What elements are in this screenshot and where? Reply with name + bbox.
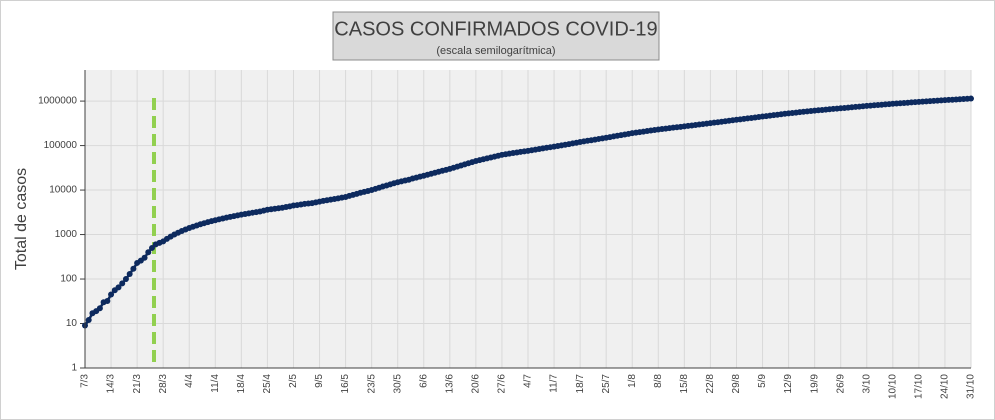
y-tick-label: 1000 [55, 229, 78, 240]
x-tick-label: 4/4 [184, 374, 195, 388]
x-tick-label: 10/10 [887, 374, 898, 399]
data-point [126, 270, 133, 277]
x-tick-label: 31/10 [966, 374, 977, 399]
x-tick-label: 24/10 [940, 374, 951, 399]
series [82, 95, 974, 329]
x-tick-label: 23/5 [366, 374, 377, 394]
y-tick-label: 10 [66, 318, 78, 329]
data-point [96, 305, 103, 312]
grid [80, 70, 972, 369]
x-tick-label: 25/4 [262, 374, 273, 394]
chart-title: CASOS CONFIRMADOS COVID-19 [334, 18, 657, 40]
x-tick-label: 2/5 [288, 374, 299, 388]
data-point [122, 276, 129, 283]
x-tick-label: 22/8 [705, 374, 716, 394]
x-tick-label: 26/9 [835, 374, 846, 394]
x-tick-label: 21/3 [132, 374, 143, 394]
x-tick-label: 27/6 [497, 374, 508, 394]
y-tick-label: 100000 [44, 140, 78, 151]
y-tick-label: 10000 [49, 185, 77, 196]
x-tick-label: 25/7 [601, 374, 612, 394]
x-tick-label: 29/8 [731, 374, 742, 394]
x-tick-label: 4/7 [523, 374, 534, 388]
x-tick-label: 1/8 [627, 374, 638, 388]
data-point [141, 254, 148, 261]
title-box [332, 11, 660, 61]
y-tick-label: 100 [60, 274, 77, 285]
data-point [108, 291, 115, 298]
x-tick-label: 19/9 [809, 374, 820, 394]
y-tick-label: 1000000 [38, 96, 77, 107]
y-axis-label: Total de casos [13, 168, 30, 270]
x-tick-label: 7/3 [80, 374, 91, 388]
x-tick-label: 15/8 [679, 374, 690, 394]
x-tick-label: 13/6 [444, 374, 455, 394]
x-tick-label: 20/6 [471, 374, 482, 394]
x-tick-label: 30/5 [392, 374, 403, 394]
x-tick-label: 28/3 [158, 374, 169, 394]
x-tick-label: 14/3 [106, 374, 117, 394]
y-tick-label: 1 [71, 363, 77, 374]
x-tick-label: 18/4 [236, 374, 247, 394]
data-point [104, 298, 111, 305]
data-point [85, 316, 92, 323]
x-tick-label: 17/10 [914, 374, 925, 399]
data-point [119, 280, 126, 287]
x-tick-label: 5/9 [757, 374, 768, 388]
data-point [130, 265, 137, 272]
x-tick-label: 8/8 [653, 374, 664, 388]
x-tick-label: 11/4 [210, 374, 221, 393]
data-point [145, 249, 152, 256]
data-point [149, 244, 156, 251]
x-tick-label: 3/10 [861, 374, 872, 394]
data-point [968, 95, 974, 102]
x-tick-label: 18/7 [575, 374, 586, 394]
data-point [115, 284, 122, 291]
x-tick-label: 16/5 [340, 374, 351, 394]
x-tick-label: 9/5 [314, 374, 325, 388]
chart-subtitle: (escala semilogarítmica) [436, 45, 555, 57]
x-tick-label: 6/6 [418, 374, 429, 388]
x-tick-label: 11/7 [549, 374, 560, 393]
x-tick-label: 12/9 [783, 374, 794, 394]
